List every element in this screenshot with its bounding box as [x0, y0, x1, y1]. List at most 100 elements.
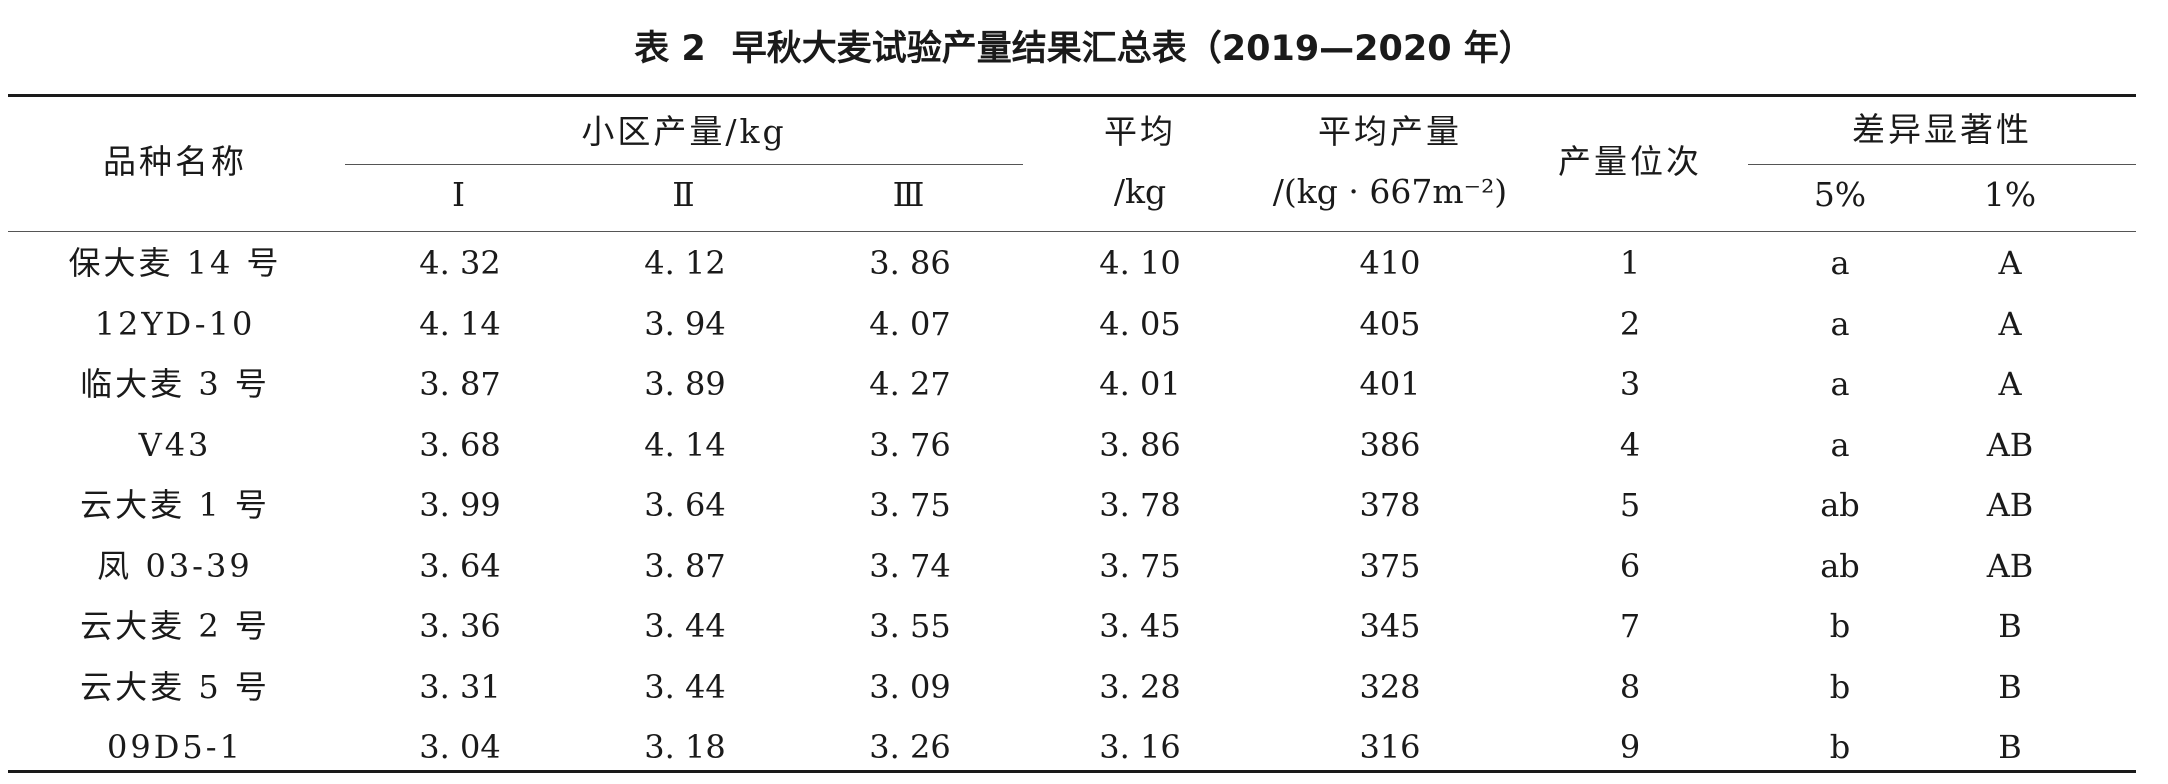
cell-rep-1: 4. 14: [419, 304, 501, 343]
header-average-yield-unit: /(kg · 667m⁻²): [1272, 172, 1508, 211]
cell-average: 3. 16: [1099, 728, 1181, 766]
top-rule: [8, 94, 2136, 97]
header-sig-5: 5%: [1813, 175, 1867, 214]
cell-rep-2: 3. 44: [644, 667, 726, 706]
header-rep-3: Ⅲ: [892, 175, 928, 214]
cell-rank: 5: [1619, 486, 1641, 524]
cell-sig-1: AB: [1986, 546, 2034, 585]
cell-average: 3. 28: [1099, 667, 1181, 706]
cell-sig-1: AB: [1986, 486, 2034, 524]
header-plot-yield: 小区产量/kg: [581, 112, 787, 151]
cell-rep-2: 3. 64: [644, 486, 726, 524]
cell-rep-1: 3. 31: [419, 667, 501, 706]
cell-sig-1: AB: [1986, 425, 2034, 464]
cell-rep-2: 3. 87: [644, 546, 726, 585]
cell-average: 3. 75: [1099, 546, 1181, 585]
cell-variety: 云大麦 5 号: [80, 667, 270, 706]
cell-rank: 2: [1619, 304, 1641, 343]
cell-sig-5: b: [1829, 667, 1851, 706]
cell-sig-1: A: [1998, 304, 2022, 343]
cell-variety: V43: [138, 425, 212, 464]
cell-rep-3: 3. 09: [869, 667, 951, 706]
cell-rep-2: 4. 14: [644, 425, 726, 464]
cell-sig-5: a: [1830, 365, 1850, 403]
cell-rep-3: 3. 75: [869, 486, 951, 524]
cell-average-yield: 345: [1359, 607, 1421, 645]
cell-average: 3. 78: [1099, 486, 1181, 524]
cell-rep-2: 4. 12: [644, 244, 726, 282]
cell-average: 4. 01: [1099, 365, 1181, 403]
cell-sig-5: ab: [1820, 486, 1860, 524]
cell-sig-1: B: [1998, 728, 2022, 766]
cell-sig-5: ab: [1820, 546, 1860, 585]
header-average-unit: /kg: [1113, 172, 1167, 211]
header-variety: 品种名称: [103, 142, 247, 181]
cell-rank: 4: [1619, 425, 1641, 464]
cell-average-yield: 328: [1359, 667, 1421, 706]
header-rep-2: Ⅱ: [672, 175, 698, 214]
cell-sig-5: a: [1830, 425, 1850, 464]
header-sig-1: 1%: [1983, 175, 2037, 214]
cell-sig-5: b: [1829, 728, 1851, 766]
header-rank: 产量位次: [1558, 142, 1702, 181]
cell-average: 3. 45: [1099, 607, 1181, 645]
cell-average-yield: 378: [1359, 486, 1421, 524]
cell-rank: 3: [1619, 365, 1641, 403]
cell-rep-2: 3. 94: [644, 304, 726, 343]
table-title: 早秋大麦试验产量结果汇总表（2019—2020 年）: [731, 29, 1534, 69]
cell-average-yield: 410: [1359, 244, 1421, 282]
cell-rep-3: 3. 86: [869, 244, 951, 282]
cell-variety: 临大麦 3 号: [80, 365, 270, 403]
cell-rep-1: 3. 68: [419, 425, 501, 464]
cell-sig-1: A: [1998, 365, 2022, 403]
cell-rank: 7: [1619, 607, 1641, 645]
cell-rep-1: 3. 36: [419, 607, 501, 645]
cell-rep-1: 3. 99: [419, 486, 501, 524]
header-significance: 差异显著性: [1852, 110, 2032, 149]
cell-rank: 8: [1619, 667, 1641, 706]
cell-sig-5: b: [1829, 607, 1851, 645]
cell-variety: 凤 03-39: [97, 546, 253, 585]
cell-rep-3: 3. 55: [869, 607, 951, 645]
cell-rep-3: 3. 74: [869, 546, 951, 585]
cell-sig-1: B: [1998, 667, 2022, 706]
cell-average: 4. 10: [1099, 244, 1181, 282]
cell-average: 4. 05: [1099, 304, 1181, 343]
cell-average-yield: 316: [1359, 728, 1421, 766]
cell-average: 3. 86: [1099, 425, 1181, 464]
cell-rep-3: 4. 07: [869, 304, 951, 343]
cell-rep-2: 3. 18: [644, 728, 726, 766]
cell-rep-3: 3. 76: [869, 425, 951, 464]
table-caption: 表 2 早秋大麦试验产量结果汇总表（2019—2020 年）: [0, 22, 2168, 76]
cell-rep-1: 3. 64: [419, 546, 501, 585]
header-rep-1: Ⅰ: [451, 175, 469, 214]
header-rule: [8, 231, 2136, 232]
cell-sig-5: a: [1830, 304, 1850, 343]
cell-rep-1: 3. 04: [419, 728, 501, 766]
cell-rep-2: 3. 89: [644, 365, 726, 403]
cell-rep-3: 4. 27: [869, 365, 951, 403]
significance-subrule: [1748, 164, 2136, 165]
cell-rep-3: 3. 26: [869, 728, 951, 766]
cell-variety: 云大麦 1 号: [80, 486, 270, 524]
cell-sig-1: B: [1998, 607, 2022, 645]
cell-average-yield: 405: [1359, 304, 1421, 343]
cell-variety: 保大麦 14 号: [68, 244, 282, 282]
cell-rank: 1: [1619, 244, 1641, 282]
cell-variety: 09D5-1: [107, 728, 243, 766]
cell-sig-1: A: [1998, 244, 2022, 282]
cell-average-yield: 386: [1359, 425, 1421, 464]
cell-rank: 9: [1619, 728, 1641, 766]
table-number: 表 2: [634, 29, 706, 69]
header-average: 平均: [1104, 112, 1176, 151]
cell-average-yield: 375: [1359, 546, 1421, 585]
plot-yield-subrule: [345, 164, 1023, 165]
cell-average-yield: 401: [1359, 365, 1421, 403]
cell-rank: 6: [1619, 546, 1641, 585]
cell-rep-2: 3. 44: [644, 607, 726, 645]
cell-rep-1: 3. 87: [419, 365, 501, 403]
cell-sig-5: a: [1830, 244, 1850, 282]
cell-rep-1: 4. 32: [419, 244, 501, 282]
header-average-yield: 平均产量: [1318, 112, 1462, 151]
cell-variety: 云大麦 2 号: [80, 607, 270, 645]
